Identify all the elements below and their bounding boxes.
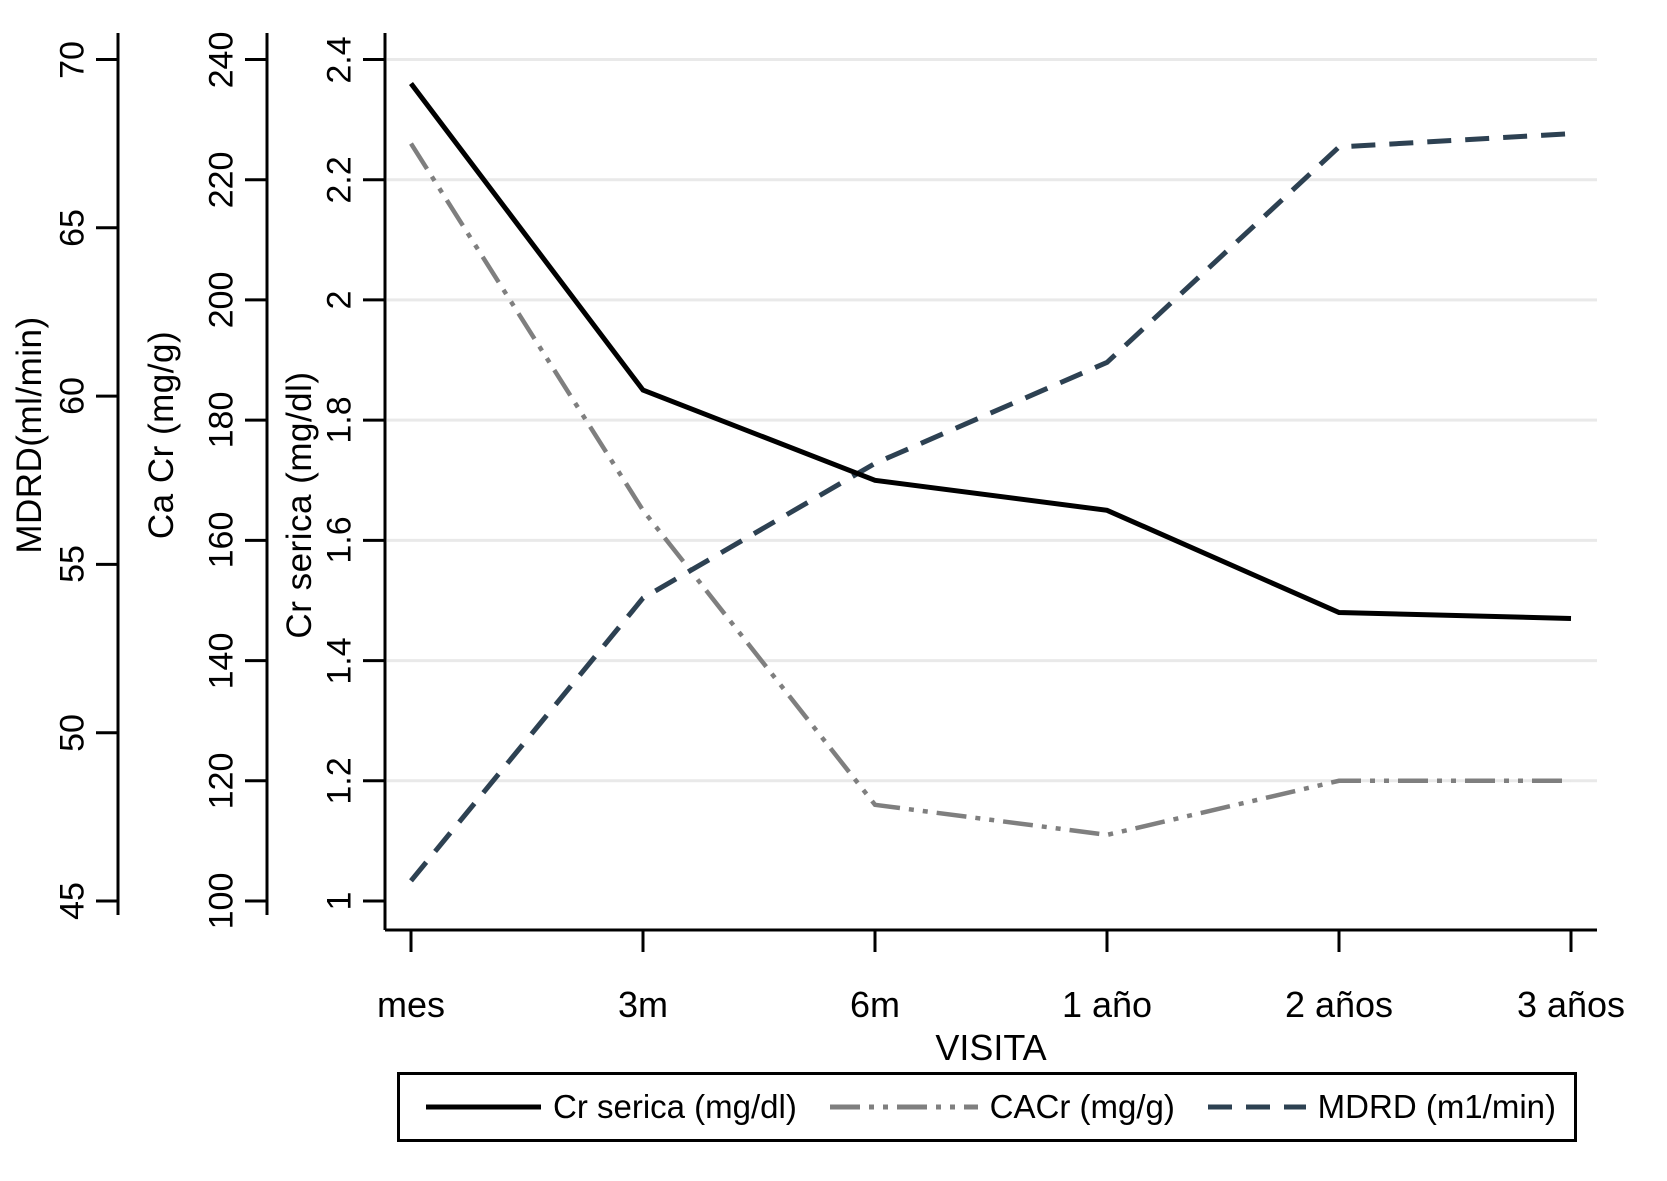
y-tick-label: 65: [53, 208, 92, 247]
y-tick-label: 1.4: [320, 636, 359, 685]
x-tick-label: 6m: [849, 984, 901, 1025]
y-tick-label: 1: [320, 891, 359, 911]
y-tick-label: 70: [53, 40, 92, 79]
y-tick-label: 1.8: [320, 396, 359, 444]
y-tick-label: 240: [202, 31, 241, 88]
x-tick-label: mes: [376, 984, 446, 1025]
legend-item-mdrd: MDRD (m1/min): [1207, 1088, 1556, 1126]
y-axis-title-cacr: Ca Cr (mg/g): [142, 330, 181, 540]
y-tick-label: 1.2: [320, 757, 359, 805]
y-tick-label: 200: [202, 271, 241, 329]
y-tick-label: 120: [202, 752, 241, 810]
series-line-mdrd-m1-min-: [409, 131, 1572, 883]
y-tick-label: 60: [53, 377, 92, 416]
y-tick-label: 140: [202, 632, 241, 689]
y-tick-label: 160: [202, 511, 241, 569]
legend-line-sample-dash-dot: [829, 1104, 978, 1110]
legend-item-cr-serica: Cr serica (mg/dl): [426, 1088, 797, 1126]
y-tick-label: 180: [202, 391, 241, 449]
series-line-cr-serica-mg-dl-: [409, 81, 1572, 621]
y-tick-label: 220: [202, 151, 241, 209]
legend-line-sample-dash: [1207, 1104, 1306, 1110]
y-tick-label: 2.4: [320, 35, 359, 84]
y-tick-label: 55: [53, 545, 92, 584]
x-tick-label: 2 años: [1284, 984, 1394, 1025]
legend-line-sample-solid: [426, 1104, 541, 1110]
y-tick-label: 50: [53, 713, 92, 752]
y-tick-label: 2.2: [320, 156, 359, 204]
legend-label: Cr serica (mg/dl): [553, 1088, 797, 1125]
y-tick-label: 45: [53, 882, 92, 920]
x-tick-label: 3m: [617, 984, 669, 1025]
y-tick-label: 100: [202, 872, 241, 930]
y-axis-title-mdrd: MDRD(ml/min): [10, 316, 49, 554]
y-axis-title-cr-serica: Cr serica (mg/dl): [280, 371, 319, 639]
legend: Cr serica (mg/dl) CACr (mg/g) MDRD (m1/m…: [397, 1072, 1577, 1142]
legend-item-cacr: CACr (mg/g): [829, 1088, 1175, 1126]
x-tick-label: 3 años: [1516, 984, 1626, 1025]
x-tick-label: 1 año: [1061, 984, 1153, 1025]
y-tick-label: 1.6: [320, 516, 359, 564]
legend-label: CACr (mg/g): [989, 1088, 1175, 1125]
series-line-cacr-mg-g-: [409, 142, 1571, 838]
y-tick-label: 2: [320, 290, 359, 310]
legend-label: MDRD (m1/min): [1317, 1088, 1556, 1125]
x-axis-title: VISITA: [935, 1027, 1047, 1068]
